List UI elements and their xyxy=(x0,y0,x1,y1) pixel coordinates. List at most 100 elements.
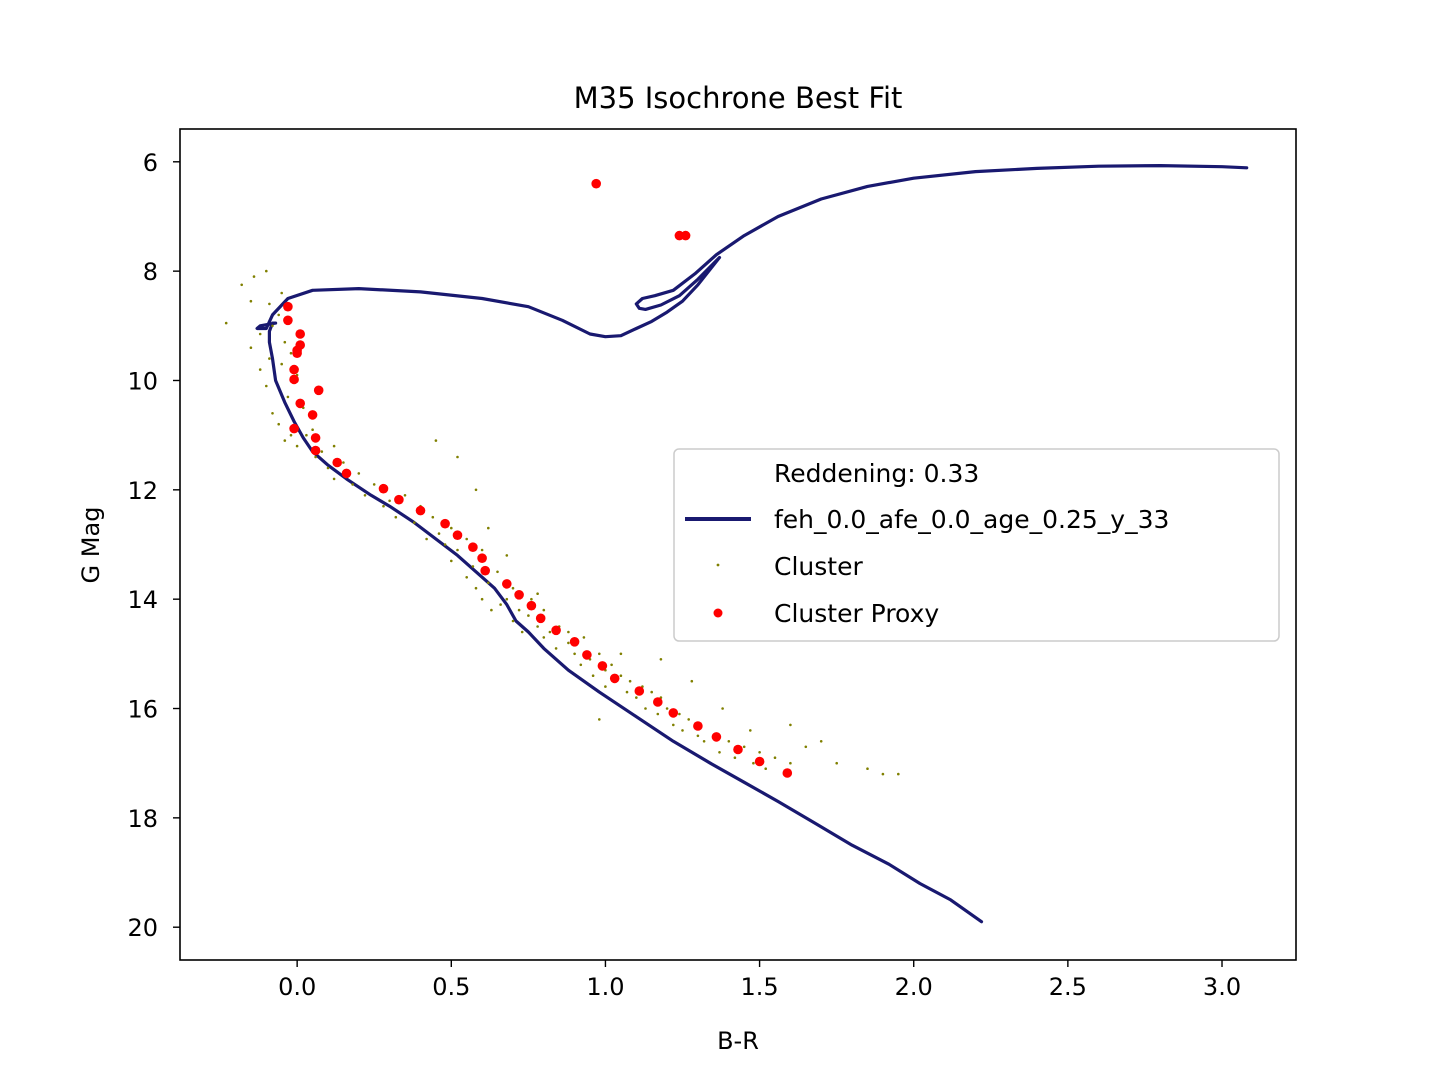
cluster-point xyxy=(450,559,453,563)
cluster-proxy-point xyxy=(289,374,299,385)
y-tick-label: 18 xyxy=(127,805,158,833)
cluster-proxy-point xyxy=(609,673,620,684)
x-axis: 0.0 0.5 1.0 1.5 2.0 2.5 3.0 xyxy=(278,960,1241,1001)
cluster-point xyxy=(289,433,293,437)
cluster-point xyxy=(474,488,478,492)
x-tick-label: 1.5 xyxy=(740,973,778,1001)
cluster-point xyxy=(240,283,243,287)
cluster-proxy-point xyxy=(289,423,299,434)
legend-label-cluster-proxy: Cluster Proxy xyxy=(774,599,939,628)
cluster-point xyxy=(567,641,570,645)
plot-area xyxy=(224,164,1249,924)
cluster-point xyxy=(295,444,299,448)
cluster-proxy-point xyxy=(415,505,426,516)
cluster-point xyxy=(819,740,823,743)
cluster-point xyxy=(573,652,576,656)
cluster-proxy-point xyxy=(680,230,691,241)
x-axis-label: B-R xyxy=(717,1027,759,1055)
cluster-point xyxy=(742,745,746,749)
cluster-proxy-point xyxy=(292,348,302,359)
cluster-proxy-point xyxy=(653,697,663,707)
cluster-point xyxy=(271,412,274,415)
legend-box xyxy=(673,448,1280,642)
cluster-point xyxy=(372,483,376,486)
y-tick-label: 20 xyxy=(127,914,158,942)
cluster-proxy-point xyxy=(477,553,487,563)
cluster-point xyxy=(733,756,737,759)
cluster-point xyxy=(249,299,253,303)
legend: Reddening: 0.33 feh_0.0_afe_0.0_age_0.25… xyxy=(673,448,1280,642)
cluster-point xyxy=(789,761,792,765)
cluster-point xyxy=(530,597,533,601)
cluster-point xyxy=(413,521,416,524)
cluster-point xyxy=(388,499,391,503)
x-tick-label: 2.5 xyxy=(1049,973,1087,1001)
cluster-point xyxy=(752,761,755,765)
cluster-point xyxy=(443,543,447,546)
cluster-point xyxy=(305,433,308,437)
cluster-proxy-point xyxy=(480,565,491,576)
legend-label-isochrone: feh_0.0_afe_0.0_age_0.25_y_33 xyxy=(774,505,1169,534)
cluster-point xyxy=(582,636,586,639)
cluster-point xyxy=(326,466,330,470)
cluster-proxy-point xyxy=(378,483,389,494)
cluster-point xyxy=(749,729,752,732)
cluster-proxy-point xyxy=(502,579,512,589)
chart-title: M35 Isochrone Best Fit xyxy=(574,81,903,115)
cluster-point xyxy=(351,483,354,486)
cluster-point xyxy=(656,712,660,716)
cluster-point xyxy=(258,368,262,371)
cluster-proxy-point xyxy=(295,329,306,339)
cluster-point xyxy=(520,630,524,634)
cluster-proxy-point xyxy=(733,744,743,755)
cluster-point xyxy=(644,707,647,710)
cluster-point xyxy=(548,630,552,634)
cluster-point xyxy=(311,428,314,432)
cluster-proxy-point xyxy=(310,433,321,443)
y-tick-label: 6 xyxy=(143,149,158,177)
cluster-point xyxy=(456,455,459,459)
cluster-point xyxy=(465,537,469,541)
cluster-point xyxy=(280,291,284,295)
cluster-point xyxy=(804,745,808,749)
cluster-point xyxy=(672,723,675,727)
cluster-point xyxy=(342,461,345,464)
cluster-proxy-point xyxy=(289,364,299,375)
cluster-point xyxy=(789,723,792,727)
cluster-point xyxy=(718,751,721,754)
cluster-proxy-point xyxy=(514,590,524,600)
cluster-point xyxy=(604,685,607,688)
cluster-point xyxy=(542,608,546,612)
cluster-point xyxy=(681,729,684,732)
y-axis-label: G Mag xyxy=(77,507,105,584)
cluster-proxy-point xyxy=(569,637,580,647)
cluster-proxy-point xyxy=(754,756,765,767)
cluster-proxy-point xyxy=(591,178,601,189)
cluster-point xyxy=(363,494,367,497)
cluster-point xyxy=(881,772,885,776)
cluster-point xyxy=(536,625,539,628)
cluster-point xyxy=(280,362,284,366)
cluster-point xyxy=(690,679,694,683)
cluster-point xyxy=(283,340,287,344)
cluster-point xyxy=(496,570,499,574)
cluster-proxy-point xyxy=(711,732,722,742)
cluster-point xyxy=(437,532,441,535)
cluster-point xyxy=(265,269,268,273)
cluster-point xyxy=(665,707,669,710)
cluster-point xyxy=(480,597,484,601)
cluster-point xyxy=(579,663,583,667)
cluster-proxy-point xyxy=(551,625,561,636)
x-tick-label: 0.5 xyxy=(432,973,470,1001)
cluster-point xyxy=(619,652,623,656)
x-tick-label: 1.0 xyxy=(586,973,624,1001)
cluster-point xyxy=(456,548,459,552)
cluster-point xyxy=(268,357,271,360)
legend-label-cluster: Cluster xyxy=(774,552,863,581)
cluster-proxy-point xyxy=(634,686,645,696)
cluster-proxy-point xyxy=(295,398,306,409)
cluster-point xyxy=(434,439,438,442)
cluster-proxy-point xyxy=(468,542,478,552)
cluster-point xyxy=(702,740,706,743)
cluster-point xyxy=(517,608,521,612)
